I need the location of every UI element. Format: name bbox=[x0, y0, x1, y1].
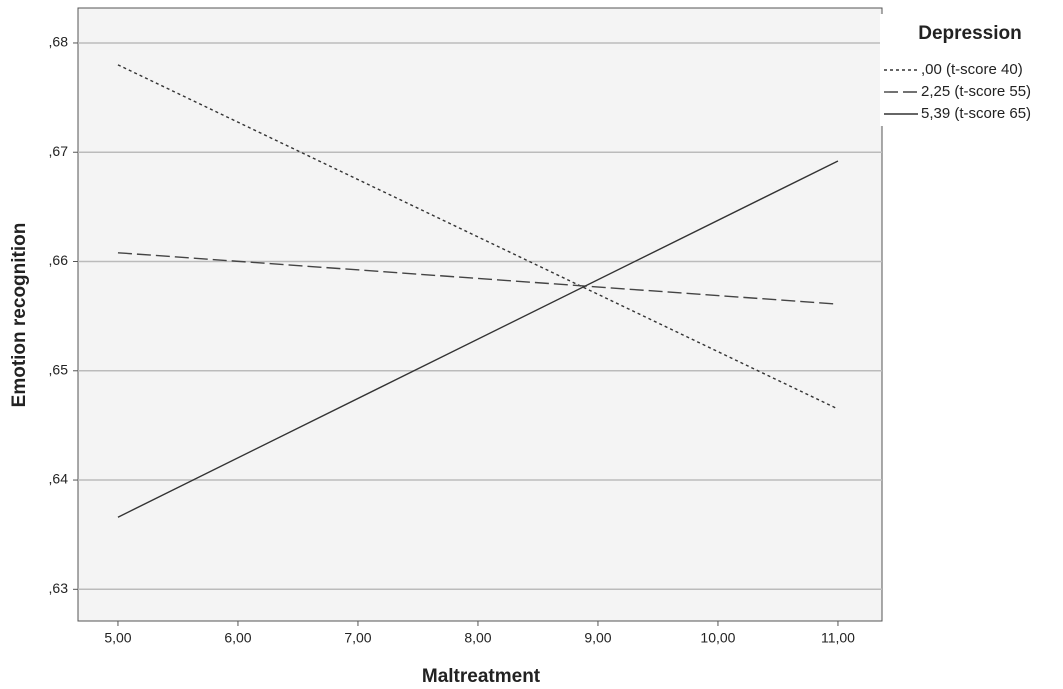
y-axis-title: Emotion recognition bbox=[9, 223, 30, 408]
series-line bbox=[117, 64, 839, 410]
x-tick-label: 8,00 bbox=[464, 630, 491, 646]
series-line bbox=[117, 252, 839, 305]
x-tick-label: 9,00 bbox=[584, 630, 611, 646]
x-axis-title: Maltreatment bbox=[422, 666, 541, 687]
series-line bbox=[117, 160, 839, 518]
x-tick-label: 6,00 bbox=[224, 630, 251, 646]
plot: ,63 ,64 ,65 ,66 ,67 ,68 5,00 6,00 7,00 8,00 9,00 10… bbox=[49, 34, 882, 646]
legend-label: ,00 (t-score 40) bbox=[921, 61, 1023, 78]
x-tick-label: 5,00 bbox=[104, 630, 131, 646]
y-tick-label: ,68 bbox=[49, 34, 69, 50]
legend-title: Depression bbox=[918, 23, 1021, 44]
y-tick-label: ,65 bbox=[49, 361, 69, 377]
y-tick-label: ,66 bbox=[49, 252, 69, 268]
legend-label: 5,39 (t-score 65) bbox=[921, 105, 1031, 122]
x-tick-label: 11,00 bbox=[821, 630, 855, 646]
y-tick-label: ,63 bbox=[49, 580, 69, 596]
y-tick-label: ,67 bbox=[49, 143, 69, 159]
legend-label: 2,25 (t-score 55) bbox=[921, 83, 1031, 100]
y-tick-label: ,64 bbox=[49, 471, 69, 487]
legend: Depression ,00 (t-score 40) 2,25 (t-score… bbox=[880, 14, 1063, 126]
x-tick-label: 7,00 bbox=[344, 630, 371, 646]
x-tick-label: 10,00 bbox=[700, 630, 735, 646]
plot-area bbox=[77, 7, 883, 622]
